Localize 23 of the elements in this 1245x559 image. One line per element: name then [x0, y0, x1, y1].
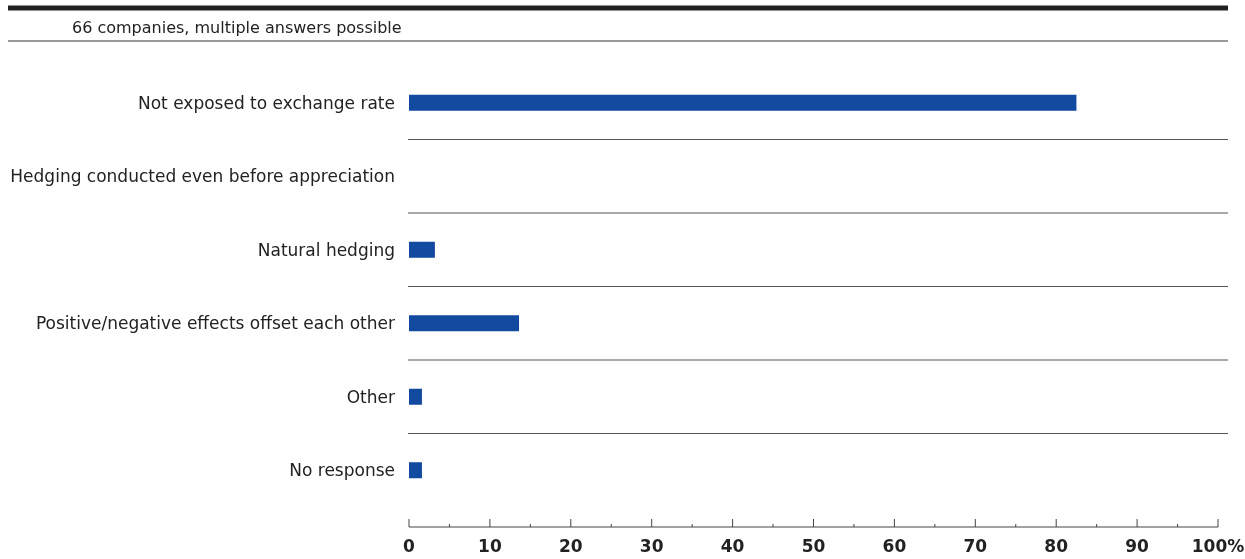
bar: [409, 94, 1077, 111]
y-tick-label: Natural hedging: [257, 239, 395, 260]
x-tick-label: 60: [882, 536, 907, 556]
y-tick-label: Other: [346, 386, 395, 407]
x-tick-label: 10: [478, 536, 502, 556]
x-tick-label: 80: [1044, 536, 1069, 556]
bar: [409, 462, 422, 479]
x-tick-label: 20: [558, 536, 583, 556]
y-tick-label: Not exposed to exchange rate: [137, 92, 395, 113]
x-tick-label: 100%: [1191, 536, 1245, 556]
y-tick-label: No response: [289, 460, 395, 481]
x-tick-label: 50: [801, 536, 826, 556]
x-tick-label: 30: [639, 536, 664, 556]
x-tick-label: 70: [963, 536, 988, 556]
bar: [409, 315, 520, 332]
y-tick-label: Hedging conducted even before appreciation: [10, 166, 395, 187]
bar: [409, 241, 435, 258]
x-tick-label: 40: [720, 536, 745, 556]
bar: [409, 388, 422, 405]
x-tick-label: 0: [403, 536, 416, 556]
x-tick-label: 90: [1125, 536, 1150, 556]
y-tick-label: Positive/negative effects offset each other: [35, 313, 396, 334]
text: 66 companies, multiple answers possible: [72, 18, 402, 37]
